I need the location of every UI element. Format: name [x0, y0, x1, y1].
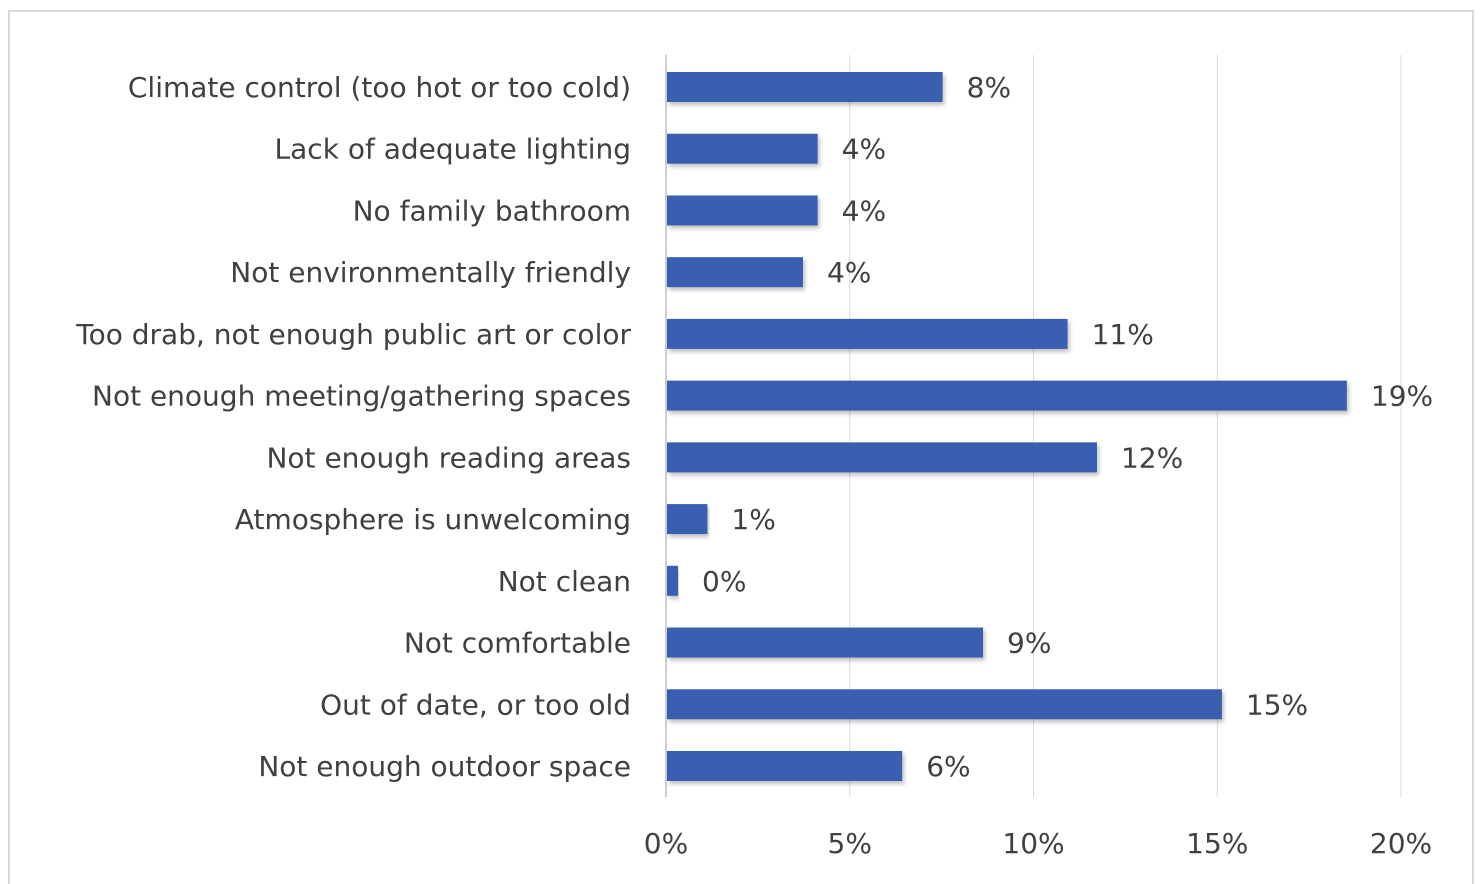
data-label: 11% [1092, 318, 1154, 351]
data-label: 9% [1007, 627, 1051, 660]
bar [667, 689, 1222, 720]
x-tick-label: 20% [1370, 827, 1432, 860]
bar [667, 751, 903, 781]
bar [667, 627, 984, 658]
category-label: No family bathroom [353, 194, 631, 227]
data-label: 8% [967, 71, 1011, 104]
bar [667, 504, 708, 535]
category-label: Lack of adequate lighting [275, 133, 631, 166]
bar [667, 133, 818, 164]
category-label: Not enough outdoor space [258, 750, 631, 783]
category-label: Out of date, or too old [320, 688, 631, 721]
category-label: Too drab, not enough public art or color [75, 318, 631, 351]
bar [667, 318, 1068, 349]
category-label: Not clean [498, 565, 631, 598]
data-label: 12% [1121, 441, 1183, 474]
x-tick-label: 5% [828, 827, 872, 860]
data-label: 15% [1246, 688, 1308, 721]
data-label: 1% [731, 503, 775, 536]
category-label: Not comfortable [404, 627, 631, 660]
data-label: 0% [702, 565, 746, 598]
data-label: 4% [842, 194, 886, 227]
bar [667, 72, 943, 102]
data-label: 4% [842, 133, 886, 166]
category-label: Not enough reading areas [266, 441, 631, 474]
bar [667, 257, 803, 288]
bar [667, 195, 818, 226]
category-label: Climate control (too hot or too cold) [128, 71, 631, 104]
data-label: 19% [1371, 380, 1433, 413]
category-label: Atmosphere is unwelcoming [235, 503, 631, 536]
x-tick-label: 15% [1186, 827, 1248, 860]
data-label: 6% [926, 750, 970, 783]
x-tick-label: 10% [1002, 827, 1064, 860]
bar [667, 442, 1097, 473]
category-label: Not enough meeting/gathering spaces [92, 380, 631, 413]
bar [667, 565, 679, 596]
x-tick-label: 0% [644, 827, 688, 860]
data-label: 4% [827, 256, 871, 289]
bar [667, 380, 1347, 411]
category-label: Not environmentally friendly [230, 256, 631, 289]
